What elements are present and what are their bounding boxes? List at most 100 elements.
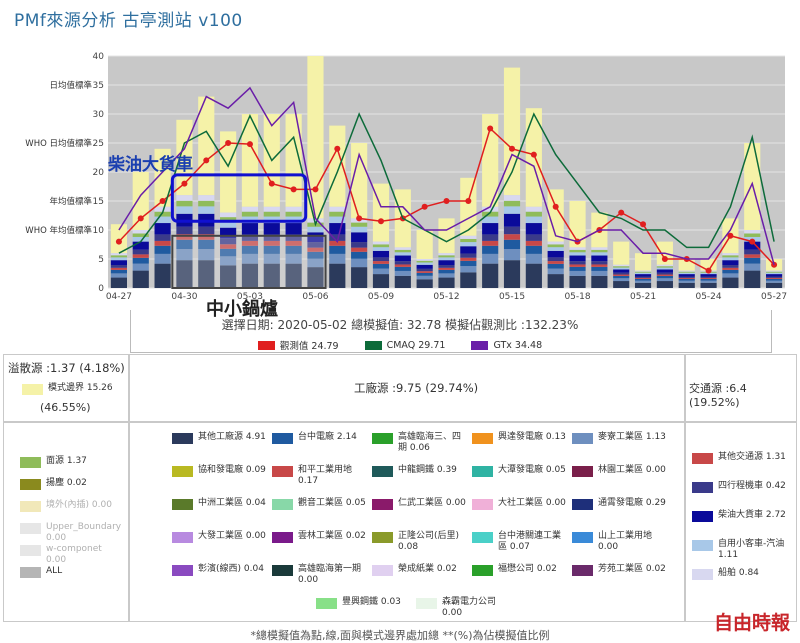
source-item[interactable]: 芳苑工業區 0.02 [572,564,666,576]
bar-segment [460,257,477,261]
source-item[interactable]: 自用小客車-汽油 1.11 [692,539,792,561]
series-point [159,198,166,204]
source-item[interactable]: 大潭發電廠 0.05 [472,465,566,477]
bar-segment [285,223,302,235]
bar-segment [220,248,237,257]
bar-boundary [307,56,324,219]
bar-segment [613,264,630,267]
legend-swatch [257,340,275,350]
source-item[interactable]: 森霸電力公司 0.00 [416,597,510,619]
bar-segment [154,211,171,217]
bar-segment [613,269,630,273]
source-item[interactable]: 中龍鋼鐵 0.39 [372,465,466,477]
source-item[interactable]: 興達發電廠 0.13 [472,432,566,444]
bar-segment [525,216,542,224]
legend-item[interactable]: CMAQ 29.71 [364,338,445,352]
source-item[interactable]: 柴油大貨車 2.72 [692,510,792,522]
watermark-logo: 自由時報 [713,612,790,634]
bar-segment [591,275,608,288]
series-point [749,238,756,245]
source-item[interactable]: 雲林工業區 0.02 [272,531,366,543]
source-item[interactable]: w-componet 0.00 [20,544,120,566]
source-item[interactable]: 中洲工業區 0.04 [172,498,266,510]
source-swatch [372,466,393,477]
bar-segment [132,233,149,237]
source-item[interactable]: 台中港關連工業區 0.07 [472,531,566,553]
legend-item[interactable]: GTx 34.48 [471,338,542,352]
source-label: 大潭發電廠 0.05 [498,465,566,475]
source-item[interactable]: 大發工業區 0.00 [172,531,266,543]
source-item[interactable]: 境外(內插) 0.00 [20,500,120,512]
bar-segment [394,270,411,276]
bar-segment [132,257,149,264]
bar-segment [110,265,127,268]
source-item[interactable]: 觀音工業區 0.05 [272,498,366,510]
y-tick-label: 10 [93,226,105,236]
bar-boundary [154,148,171,207]
source-swatch [372,433,393,444]
source-item[interactable]: 台中電廠 2.14 [272,432,366,444]
source-item[interactable]: 和平工業用地 0.17 [272,465,366,487]
bar-segment [503,206,521,214]
bar-segment [525,223,542,235]
source-item[interactable]: 其他工廠源 4.91 [172,432,266,444]
bar-segment [329,211,346,217]
source-item[interactable]: 豐興鋼鐵 0.03 [316,597,410,609]
source-item[interactable]: 船舶 0.84 [692,568,792,580]
source-label: 觀音工業區 0.05 [298,498,366,508]
source-item[interactable]: 大社工業區 0.00 [472,498,566,510]
bar-segment [722,277,739,288]
bar-segment [329,245,346,254]
source-item[interactable]: 榮成紙業 0.02 [372,564,466,576]
bar-boundary [329,125,346,207]
bar-segment [198,234,215,240]
pmf-chart: 0 5 10 15 20 25 30 35 40 WHO 年均值標準 年均值標準 WHO 日均值標準 日… [25,52,787,302]
source-label: ALL [46,566,63,576]
x-tick-label: 05-09 [368,292,394,302]
bar-segment [569,247,586,250]
source-label: 榮成紙業 0.02 [398,564,457,574]
bar-segment [154,253,171,264]
bar-segment [569,264,586,267]
bar-segment [438,267,455,270]
source-item[interactable]: ALL [20,566,120,578]
legend-item[interactable]: 觀測值 24.79 [257,338,339,352]
bar-segment [525,253,542,264]
source-item[interactable]: 麥寮工業區 1.13 [572,432,666,444]
bar-segment [154,263,171,288]
x-tick-label: 05-03 [237,292,263,302]
source-item[interactable]: 正隆公司(后里) 0.08 [372,531,466,553]
source-item[interactable]: 揚塵 0.02 [20,478,120,490]
traffic-items-box [685,422,797,622]
source-item[interactable]: 林園工業區 0.00 [572,465,666,477]
source-label: 境外(內插) 0.00 [46,500,112,510]
source-item[interactable]: Upper_Boundary 0.00 [20,522,121,544]
source-item[interactable]: 四行程機車 0.42 [692,481,792,493]
bar-segment [307,218,324,223]
bar-segment [241,240,259,246]
source-item[interactable]: 其他交通源 1.31 [692,452,792,464]
bar-segment [569,249,586,253]
source-item[interactable]: 通霄發電廠 0.29 [572,498,666,510]
source-item[interactable]: 協和發電廠 0.09 [172,465,266,477]
source-item[interactable]: 山上工業用地 0.00 [572,531,666,553]
bar-segment [591,270,608,276]
source-item[interactable]: 彰濱(線西) 0.04 [172,564,266,576]
bar-segment [591,255,608,262]
source-label: 四行程機車 0.42 [718,481,786,491]
standard-label: 日均值標準 [49,80,92,91]
source-item[interactable]: 面源 1.37 [20,456,120,468]
source-item[interactable]: 福懋公司 0.02 [472,564,566,576]
bar-segment [176,195,193,201]
bar-segment [656,269,673,273]
bar-segment [307,247,324,252]
source-item[interactable]: 高雄臨海第一期 0.00 [272,564,366,586]
source-item[interactable]: 仁武工業區 0.00 [372,498,466,510]
bar-segment [220,238,237,245]
bar-segment [351,247,368,252]
bar-segment [656,274,673,276]
bar-segment [263,223,280,235]
bar-segment [569,252,586,256]
source-item[interactable]: 高雄臨海三、四期 0.06 [372,432,466,454]
bar-segment [678,282,695,288]
